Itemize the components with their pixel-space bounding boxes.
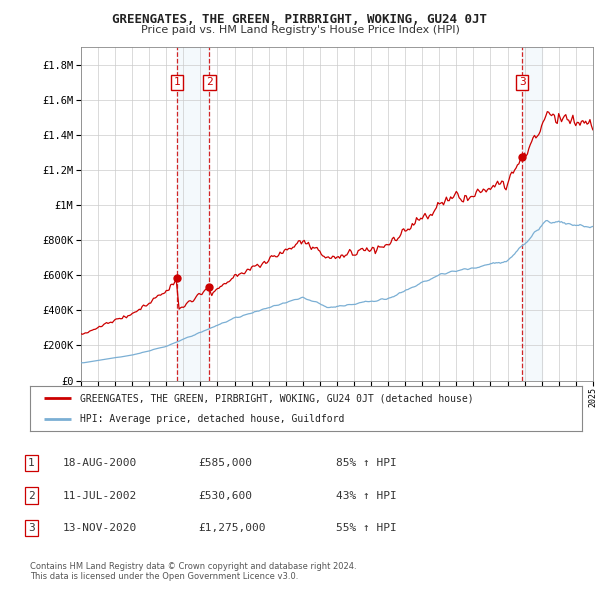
Text: 55% ↑ HPI: 55% ↑ HPI <box>336 523 397 533</box>
Text: 3: 3 <box>519 77 526 87</box>
Text: 11-JUL-2002: 11-JUL-2002 <box>63 491 137 500</box>
Text: GREENGATES, THE GREEN, PIRBRIGHT, WOKING, GU24 0JT: GREENGATES, THE GREEN, PIRBRIGHT, WOKING… <box>113 13 487 26</box>
Text: 2: 2 <box>28 491 35 500</box>
Text: 18-AUG-2000: 18-AUG-2000 <box>63 458 137 468</box>
Text: 43% ↑ HPI: 43% ↑ HPI <box>336 491 397 500</box>
Text: 85% ↑ HPI: 85% ↑ HPI <box>336 458 397 468</box>
Text: 2: 2 <box>206 77 213 87</box>
Text: 1: 1 <box>28 458 35 468</box>
Text: HPI: Average price, detached house, Guildford: HPI: Average price, detached house, Guil… <box>80 414 344 424</box>
Text: £530,600: £530,600 <box>198 491 252 500</box>
Text: 1: 1 <box>173 77 181 87</box>
Text: Price paid vs. HM Land Registry's House Price Index (HPI): Price paid vs. HM Land Registry's House … <box>140 25 460 35</box>
Text: £585,000: £585,000 <box>198 458 252 468</box>
Text: 3: 3 <box>28 523 35 533</box>
Text: GREENGATES, THE GREEN, PIRBRIGHT, WOKING, GU24 0JT (detached house): GREENGATES, THE GREEN, PIRBRIGHT, WOKING… <box>80 394 473 404</box>
Text: Contains HM Land Registry data © Crown copyright and database right 2024.
This d: Contains HM Land Registry data © Crown c… <box>30 562 356 581</box>
Bar <box>523 47 542 381</box>
Text: 13-NOV-2020: 13-NOV-2020 <box>63 523 137 533</box>
Bar <box>177 47 209 381</box>
Text: £1,275,000: £1,275,000 <box>198 523 265 533</box>
